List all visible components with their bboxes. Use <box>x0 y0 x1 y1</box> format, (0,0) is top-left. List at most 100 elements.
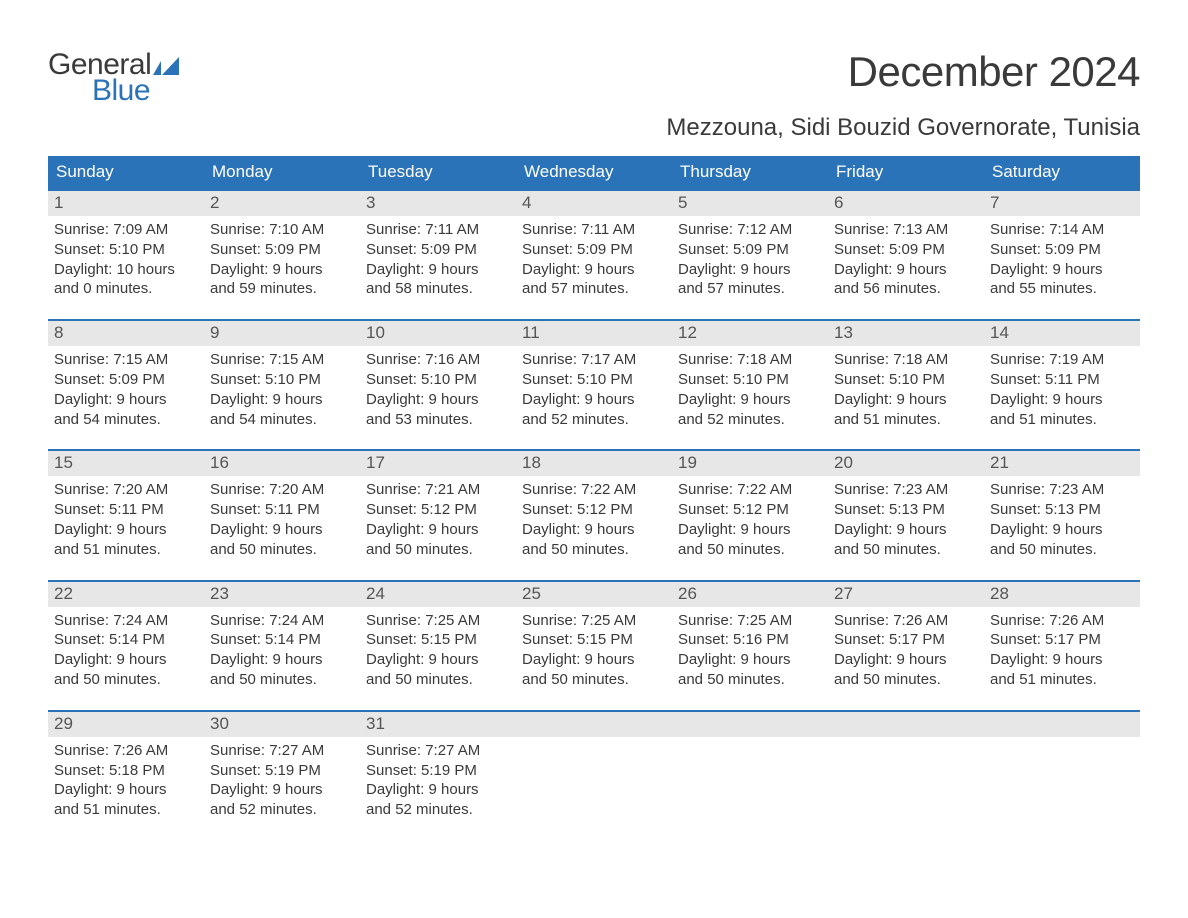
cell-body: Sunrise: 7:20 AMSunset: 5:11 PMDaylight:… <box>204 476 360 565</box>
calendar-cell: 29Sunrise: 7:26 AMSunset: 5:18 PMDayligh… <box>48 712 204 826</box>
calendar-cell: 5Sunrise: 7:12 AMSunset: 5:09 PMDaylight… <box>672 191 828 305</box>
calendar-cell: 31Sunrise: 7:27 AMSunset: 5:19 PMDayligh… <box>360 712 516 826</box>
calendar-cell: 30Sunrise: 7:27 AMSunset: 5:19 PMDayligh… <box>204 712 360 826</box>
cell-body: Sunrise: 7:25 AMSunset: 5:15 PMDaylight:… <box>516 607 672 696</box>
calendar-cell: 3Sunrise: 7:11 AMSunset: 5:09 PMDaylight… <box>360 191 516 305</box>
cell-body: Sunrise: 7:15 AMSunset: 5:09 PMDaylight:… <box>48 346 204 435</box>
daylight-line-2: and 50 minutes. <box>834 540 978 560</box>
cell-body <box>984 737 1140 747</box>
daylight-line-2: and 56 minutes. <box>834 279 978 299</box>
logo-text-blue: Blue <box>92 74 179 108</box>
daylight-line-1: Daylight: 9 hours <box>990 520 1134 540</box>
cell-body: Sunrise: 7:18 AMSunset: 5:10 PMDaylight:… <box>828 346 984 435</box>
daylight-line-1: Daylight: 9 hours <box>990 650 1134 670</box>
day-number: 30 <box>204 712 360 737</box>
daylight-line-1: Daylight: 9 hours <box>54 780 198 800</box>
sunrise-text: Sunrise: 7:15 AM <box>210 350 354 370</box>
daylight-line-1: Daylight: 9 hours <box>678 260 822 280</box>
cell-body <box>672 737 828 747</box>
daylight-line-1: Daylight: 9 hours <box>834 260 978 280</box>
daylight-line-2: and 50 minutes. <box>834 670 978 690</box>
day-number: 10 <box>360 321 516 346</box>
calendar-cell: 17Sunrise: 7:21 AMSunset: 5:12 PMDayligh… <box>360 451 516 565</box>
day-number: 3 <box>360 191 516 216</box>
cell-body: Sunrise: 7:27 AMSunset: 5:19 PMDaylight:… <box>360 737 516 826</box>
daylight-line-1: Daylight: 9 hours <box>210 780 354 800</box>
daylight-line-2: and 50 minutes. <box>678 540 822 560</box>
day-number: 9 <box>204 321 360 346</box>
sunrise-text: Sunrise: 7:24 AM <box>54 611 198 631</box>
daylight-line-2: and 52 minutes. <box>678 410 822 430</box>
day-number: 7 <box>984 191 1140 216</box>
calendar-cell: 14Sunrise: 7:19 AMSunset: 5:11 PMDayligh… <box>984 321 1140 435</box>
day-number: 2 <box>204 191 360 216</box>
sunrise-text: Sunrise: 7:25 AM <box>678 611 822 631</box>
daylight-line-1: Daylight: 9 hours <box>522 650 666 670</box>
daylight-line-1: Daylight: 9 hours <box>210 390 354 410</box>
day-header-row: Sunday Monday Tuesday Wednesday Thursday… <box>48 156 1140 189</box>
daylight-line-1: Daylight: 9 hours <box>522 520 666 540</box>
calendar-cell <box>828 712 984 826</box>
sunset-text: Sunset: 5:16 PM <box>678 630 822 650</box>
day-number: 12 <box>672 321 828 346</box>
calendar-cell: 20Sunrise: 7:23 AMSunset: 5:13 PMDayligh… <box>828 451 984 565</box>
day-number: 27 <box>828 582 984 607</box>
cell-body: Sunrise: 7:22 AMSunset: 5:12 PMDaylight:… <box>672 476 828 565</box>
sunrise-text: Sunrise: 7:23 AM <box>834 480 978 500</box>
sunrise-text: Sunrise: 7:15 AM <box>54 350 198 370</box>
daylight-line-1: Daylight: 9 hours <box>210 260 354 280</box>
week-row: 29Sunrise: 7:26 AMSunset: 5:18 PMDayligh… <box>48 710 1140 826</box>
calendar-cell: 12Sunrise: 7:18 AMSunset: 5:10 PMDayligh… <box>672 321 828 435</box>
day-number: 28 <box>984 582 1140 607</box>
daylight-line-1: Daylight: 9 hours <box>366 650 510 670</box>
daylight-line-2: and 50 minutes. <box>366 670 510 690</box>
daylight-line-2: and 52 minutes. <box>210 800 354 820</box>
daylight-line-1: Daylight: 9 hours <box>366 390 510 410</box>
sunset-text: Sunset: 5:13 PM <box>990 500 1134 520</box>
cell-body: Sunrise: 7:25 AMSunset: 5:15 PMDaylight:… <box>360 607 516 696</box>
sunset-text: Sunset: 5:19 PM <box>366 761 510 781</box>
sunrise-text: Sunrise: 7:21 AM <box>366 480 510 500</box>
daylight-line-1: Daylight: 9 hours <box>210 520 354 540</box>
daylight-line-1: Daylight: 9 hours <box>522 390 666 410</box>
sunset-text: Sunset: 5:09 PM <box>834 240 978 260</box>
calendar: Sunday Monday Tuesday Wednesday Thursday… <box>48 156 1140 826</box>
calendar-cell: 11Sunrise: 7:17 AMSunset: 5:10 PMDayligh… <box>516 321 672 435</box>
daylight-line-1: Daylight: 9 hours <box>54 650 198 670</box>
cell-body: Sunrise: 7:26 AMSunset: 5:17 PMDaylight:… <box>984 607 1140 696</box>
cell-body: Sunrise: 7:24 AMSunset: 5:14 PMDaylight:… <box>204 607 360 696</box>
cell-body: Sunrise: 7:20 AMSunset: 5:11 PMDaylight:… <box>48 476 204 565</box>
sunrise-text: Sunrise: 7:19 AM <box>990 350 1134 370</box>
sunrise-text: Sunrise: 7:23 AM <box>990 480 1134 500</box>
sunrise-text: Sunrise: 7:27 AM <box>210 741 354 761</box>
day-number: 23 <box>204 582 360 607</box>
calendar-cell: 15Sunrise: 7:20 AMSunset: 5:11 PMDayligh… <box>48 451 204 565</box>
daylight-line-1: Daylight: 9 hours <box>990 260 1134 280</box>
daylight-line-1: Daylight: 9 hours <box>522 260 666 280</box>
day-number: 26 <box>672 582 828 607</box>
cell-body: Sunrise: 7:11 AMSunset: 5:09 PMDaylight:… <box>360 216 516 305</box>
day-number: 15 <box>48 451 204 476</box>
day-number: 21 <box>984 451 1140 476</box>
sunrise-text: Sunrise: 7:09 AM <box>54 220 198 240</box>
week-row: 1Sunrise: 7:09 AMSunset: 5:10 PMDaylight… <box>48 189 1140 305</box>
daylight-line-1: Daylight: 9 hours <box>366 260 510 280</box>
sunset-text: Sunset: 5:17 PM <box>990 630 1134 650</box>
sunset-text: Sunset: 5:10 PM <box>522 370 666 390</box>
daylight-line-2: and 50 minutes. <box>522 540 666 560</box>
sunset-text: Sunset: 5:13 PM <box>834 500 978 520</box>
cell-body: Sunrise: 7:27 AMSunset: 5:19 PMDaylight:… <box>204 737 360 826</box>
daylight-line-2: and 51 minutes. <box>54 800 198 820</box>
sunset-text: Sunset: 5:15 PM <box>522 630 666 650</box>
daylight-line-2: and 58 minutes. <box>366 279 510 299</box>
daylight-line-2: and 50 minutes. <box>210 540 354 560</box>
sunset-text: Sunset: 5:09 PM <box>678 240 822 260</box>
day-header: Monday <box>204 156 360 189</box>
sunset-text: Sunset: 5:10 PM <box>54 240 198 260</box>
flag-icon <box>153 57 179 75</box>
sunrise-text: Sunrise: 7:11 AM <box>522 220 666 240</box>
cell-body: Sunrise: 7:18 AMSunset: 5:10 PMDaylight:… <box>672 346 828 435</box>
sunrise-text: Sunrise: 7:18 AM <box>678 350 822 370</box>
calendar-cell: 4Sunrise: 7:11 AMSunset: 5:09 PMDaylight… <box>516 191 672 305</box>
day-number <box>516 712 672 737</box>
